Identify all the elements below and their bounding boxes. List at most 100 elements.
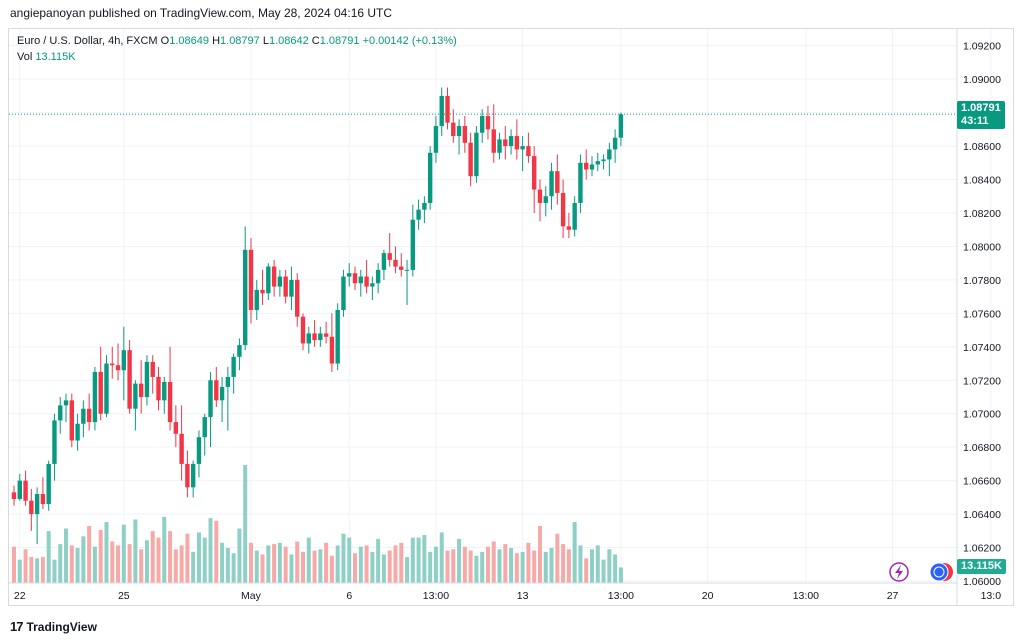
candle-body [52, 420, 57, 464]
volume-bar [214, 520, 219, 583]
candle-body [479, 115, 485, 133]
candle [231, 353, 236, 394]
candle [144, 355, 150, 406]
volume-bar [92, 546, 97, 583]
candle [63, 393, 69, 423]
volume-bar [491, 541, 496, 583]
volume-bar [318, 549, 323, 583]
volume-bar [399, 542, 404, 583]
candle [266, 263, 271, 300]
candle [271, 259, 277, 297]
candle [445, 87, 450, 130]
volume-bar [52, 559, 57, 583]
volume-bar [168, 531, 173, 583]
candle-body [144, 361, 150, 397]
volume-bar [162, 516, 167, 583]
candle [607, 142, 612, 177]
candle-body [40, 494, 46, 505]
volume-label[interactable]: Vol [17, 51, 33, 63]
candle-body [341, 276, 346, 311]
chart-frame[interactable]: 1.092001.090001.088001.086001.084001.082… [8, 28, 1014, 606]
candle-body [347, 273, 352, 277]
footer-brand[interactable]: 17 TradingView [10, 619, 97, 634]
candle [58, 397, 63, 434]
candle-body [508, 136, 514, 147]
candle-body [254, 289, 259, 311]
candle-body [167, 381, 173, 423]
candle [138, 360, 144, 414]
candle [23, 470, 28, 506]
candle [110, 346, 115, 379]
candle [618, 112, 624, 147]
candle-body [225, 376, 231, 387]
candle-body [17, 480, 22, 500]
x-tick-label: May [241, 590, 262, 602]
candle-body [381, 253, 387, 270]
volume-bar [46, 531, 51, 583]
candle [86, 393, 92, 431]
candle-body [520, 146, 525, 150]
candle [219, 376, 225, 423]
gridlines [9, 29, 992, 583]
candle-body [150, 361, 155, 377]
candle-body [283, 276, 288, 297]
volume-bar [341, 533, 346, 583]
volume-bar [289, 554, 294, 583]
candle [98, 346, 103, 421]
candle [196, 430, 202, 478]
volume-bar [266, 545, 271, 583]
volume-bar [468, 550, 473, 583]
candle [485, 105, 491, 140]
candle-body [46, 463, 51, 505]
candle-body [601, 159, 606, 162]
candle-body [63, 400, 69, 406]
volume-bar [208, 518, 213, 583]
candle [277, 269, 283, 297]
volume-bar [283, 546, 288, 583]
volume-bar [185, 533, 190, 583]
events-icon[interactable] [929, 562, 953, 582]
candle [323, 321, 329, 344]
candle [225, 366, 231, 431]
candle [329, 313, 335, 372]
candle-body [156, 376, 161, 401]
candle [260, 269, 265, 305]
candle-body [532, 156, 537, 190]
volume-bar [566, 549, 571, 583]
candle-body [115, 365, 121, 371]
candle [133, 380, 138, 431]
x-tick-label: 27 [887, 590, 899, 602]
volume-bar [480, 551, 485, 583]
volume-bar [144, 540, 149, 583]
candle [283, 269, 288, 304]
high-label: H [212, 35, 221, 47]
x-tick-label: 13 [517, 590, 529, 602]
candles [11, 87, 624, 545]
volume-bar [543, 551, 548, 583]
volume-bar [405, 557, 410, 583]
volume-bar [520, 551, 525, 583]
chart-legend: Euro / U.S. Dollar, 4h, FXCM O1.08649 H1… [17, 33, 457, 65]
candle [560, 179, 566, 239]
volume-bar [503, 544, 508, 583]
candle-body [549, 171, 554, 197]
candle-body [81, 408, 86, 424]
volume-bar [150, 531, 155, 583]
candle [491, 104, 496, 163]
candle [584, 149, 589, 180]
candle-body [208, 380, 213, 418]
tradingview-brand: TradingView [26, 619, 97, 634]
volume-bar [364, 545, 369, 583]
candle-body [277, 276, 283, 287]
volume-bar [260, 554, 265, 583]
candle [179, 405, 184, 481]
volume-bar [23, 549, 28, 583]
symbol-title[interactable]: Euro / U.S. Dollar, 4h, FXCM [17, 35, 158, 47]
volume-bar [277, 542, 282, 583]
volume-bar [133, 519, 138, 583]
volume-bar [173, 549, 178, 583]
price-chart[interactable]: 1.092001.090001.088001.086001.084001.082… [9, 29, 1013, 605]
candle-body [300, 316, 306, 344]
volume-bar [104, 522, 109, 583]
alert-icon[interactable] [889, 562, 909, 582]
